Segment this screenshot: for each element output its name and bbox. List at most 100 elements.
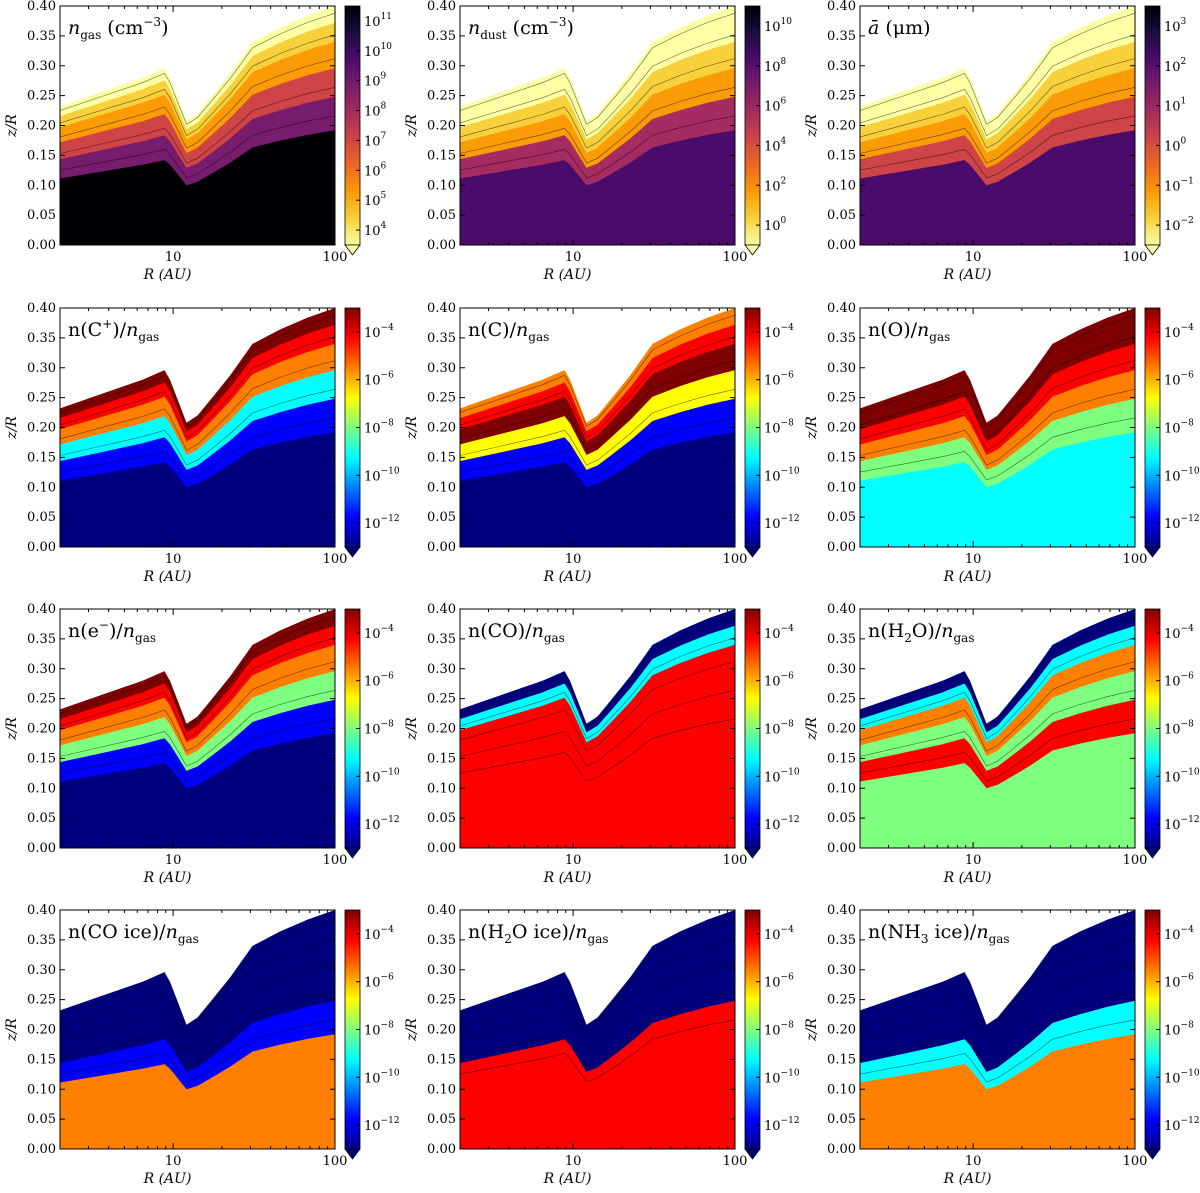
- colorbar-tick-label: 10−12: [1164, 514, 1200, 532]
- y-tick-label: 0.20: [827, 421, 856, 436]
- colorbar: [1144, 5, 1161, 246]
- y-tick-label: 0.00: [827, 1142, 856, 1157]
- y-tick-label: 0.40: [827, 301, 856, 316]
- y-axis-label: z/R: [804, 717, 820, 741]
- y-tick-label: 0.25: [827, 692, 856, 707]
- y-tick-label: 0.35: [827, 933, 856, 948]
- colorbar-tick-label: 10−10: [1164, 466, 1200, 484]
- x-tick-label: 100: [323, 1154, 348, 1169]
- x-tick-label: 100: [323, 853, 348, 868]
- x-tick-label: 100: [323, 552, 348, 567]
- x-axis-label: R (AU): [943, 1171, 992, 1187]
- y-tick-label: 0.20: [27, 119, 56, 134]
- contour-line: [460, 314, 735, 427]
- y-tick-label: 0.15: [827, 450, 856, 465]
- y-tick-label: 0.35: [27, 632, 56, 647]
- colorbar-tick-label: 10−4: [1164, 323, 1194, 341]
- x-axis-label: R (AU): [143, 870, 192, 886]
- colorbar-tick-label: 10−12: [1164, 1116, 1200, 1134]
- x-axis-label: R (AU): [943, 870, 992, 886]
- y-tick-label: 0.40: [827, 903, 856, 918]
- contour-line: [60, 718, 335, 782]
- panel-title: n(H2O ice)/ngas: [468, 921, 609, 946]
- colorbar-tick-label: 10−12: [1164, 815, 1200, 833]
- colorbar-tick-label: 105: [364, 191, 387, 209]
- x-tick-label: 100: [723, 853, 748, 868]
- y-tick-label: 0.40: [827, 0, 856, 14]
- y-tick-label: 0.40: [27, 903, 56, 918]
- x-tick-label: 100: [723, 250, 748, 265]
- contour-line: [860, 718, 1135, 782]
- contour-line: [60, 690, 335, 767]
- contour-line: [860, 12, 1135, 125]
- y-tick-label: 0.30: [27, 59, 56, 74]
- contour-line: [460, 938, 735, 1041]
- y-tick-label: 0.10: [827, 781, 856, 796]
- colorbar-tick-label: 104: [364, 221, 387, 239]
- panel-4: 0.00 0.05 0.10 0.15 0.20 0.25 0.30 0.35 0.40 10 10…: [4, 301, 400, 585]
- y-tick-label: 0.20: [427, 1023, 456, 1038]
- contour-line: [860, 336, 1135, 439]
- colorbar-tick-label: 10−10: [364, 466, 400, 484]
- colorbar-tick-label: 10−12: [764, 514, 800, 532]
- x-tick-label: 10: [165, 1154, 182, 1169]
- colorbar-tick-label: 10−8: [764, 1021, 794, 1039]
- colorbar-tick-label: 10−8: [764, 720, 794, 738]
- y-tick-label: 0.00: [27, 540, 56, 555]
- colorbar-tick-label: 10−2: [1164, 216, 1194, 234]
- colorbar-tick-label: 10−8: [1164, 1021, 1194, 1039]
- colorbar-tick-label: 10−6: [1164, 973, 1194, 991]
- contour-line: [60, 87, 335, 164]
- y-tick-label: 0.15: [827, 751, 856, 766]
- contour-line: [60, 58, 335, 149]
- y-axis-label: z/R: [404, 416, 420, 440]
- panel-title: n(NH3 ice)/ngas: [868, 921, 1010, 946]
- contour-line: [460, 115, 735, 179]
- contour-line: [860, 938, 1135, 1041]
- heatmap-field: [460, 308, 735, 547]
- colorbar-tick-label: 10−6: [364, 371, 394, 389]
- y-tick-label: 0.25: [427, 89, 456, 104]
- y-axis-label: z/R: [804, 114, 820, 138]
- colorbar-tick-label: 10−4: [364, 323, 394, 341]
- panel-7: 0.00 0.05 0.10 0.15 0.20 0.25 0.30 0.35 0.40 10 10…: [4, 602, 400, 886]
- y-tick-label: 0.40: [827, 602, 856, 617]
- contour-line: [460, 417, 735, 481]
- contour-line: [460, 389, 735, 466]
- y-axis-label: z/R: [404, 717, 420, 741]
- colorbar-extend: [744, 1148, 761, 1160]
- x-axis-label: R (AU): [143, 569, 192, 585]
- y-tick-label: 0.35: [427, 331, 456, 346]
- colorbar: [744, 5, 761, 246]
- heatmap-field: [860, 910, 1135, 1149]
- x-axis-label: R (AU): [143, 267, 192, 283]
- colorbar-tick-label: 10−10: [1164, 1068, 1200, 1086]
- x-tick-label: 100: [1123, 250, 1148, 265]
- colorbar-tick-label: 104: [764, 136, 787, 154]
- colorbar-extend: [1144, 1148, 1161, 1160]
- x-axis-label: R (AU): [543, 870, 592, 886]
- colorbar-tick-label: 10−6: [1164, 672, 1194, 690]
- y-tick-label: 0.15: [827, 1052, 856, 1067]
- colorbar-tick-label: 10−6: [364, 973, 394, 991]
- panel-8: 0.00 0.05 0.10 0.15 0.20 0.25 0.30 0.35 0.40 10 10…: [404, 602, 800, 886]
- y-tick-label: 0.30: [427, 59, 456, 74]
- y-tick-label: 0.25: [827, 89, 856, 104]
- x-tick-label: 10: [965, 552, 982, 567]
- contour-line: [460, 718, 735, 782]
- colorbar-tick-label: 10−8: [1164, 419, 1194, 437]
- y-tick-label: 0.05: [27, 811, 56, 826]
- colorbar-tick-label: 10−4: [364, 624, 394, 642]
- panel-title: n(e−)/ngas: [68, 618, 156, 645]
- y-tick-label: 0.30: [27, 963, 56, 978]
- colorbar-tick-label: 102: [764, 176, 786, 194]
- y-tick-label: 0.40: [427, 903, 456, 918]
- y-tick-label: 0.05: [427, 208, 456, 223]
- contour-line: [460, 87, 735, 164]
- heatmap-band: [460, 733, 735, 848]
- y-tick-label: 0.30: [827, 59, 856, 74]
- y-tick-label: 0.05: [427, 510, 456, 525]
- colorbar-extend: [1144, 244, 1161, 256]
- y-tick-label: 0.35: [427, 933, 456, 948]
